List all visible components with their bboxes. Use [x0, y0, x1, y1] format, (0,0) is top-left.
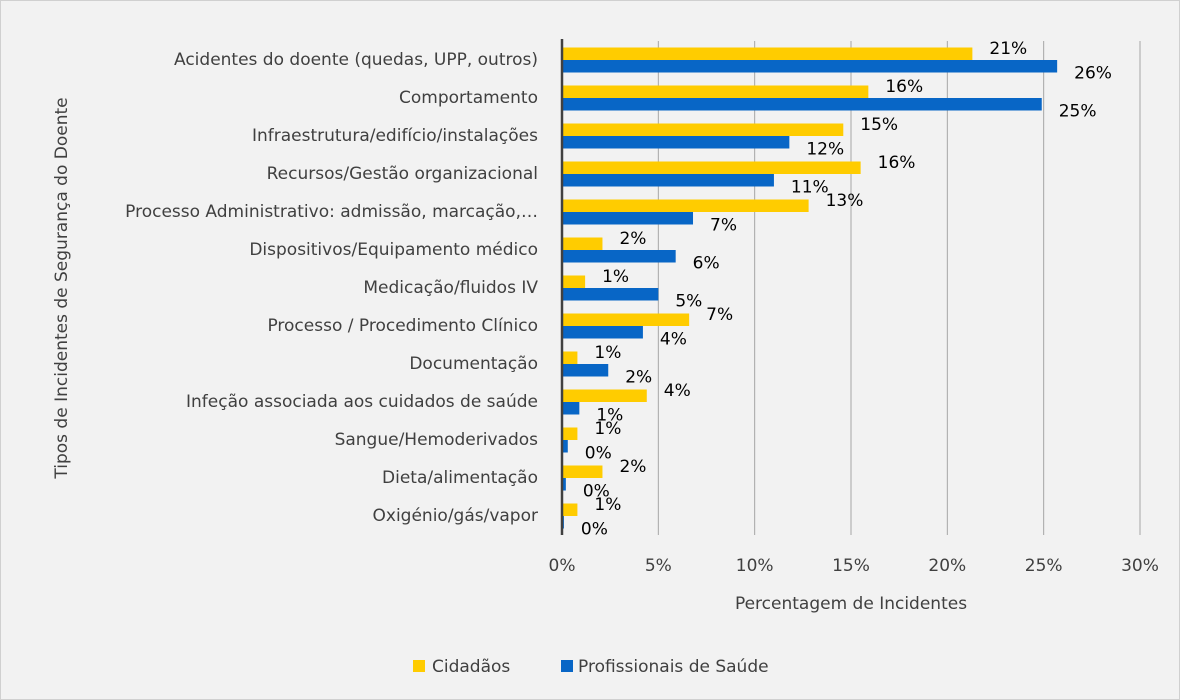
data-label: 0% [585, 443, 612, 463]
data-label: 1% [594, 419, 621, 439]
data-label: 25% [1059, 101, 1097, 121]
y-tick-label: Recursos/Gestão organizacional [267, 164, 538, 184]
data-label: 21% [989, 39, 1027, 59]
y-tick-label: Comportamento [399, 88, 538, 108]
data-label: 1% [596, 405, 623, 425]
data-label: 16% [885, 77, 923, 97]
bar [562, 503, 578, 516]
bar [562, 402, 580, 415]
data-label: 6% [693, 253, 720, 273]
y-tick-label: Oxigénio/gás/vapor [373, 506, 539, 526]
bar [562, 326, 643, 339]
x-tick-label: 0% [549, 556, 576, 576]
bar [562, 288, 659, 301]
data-label: 1% [594, 495, 621, 515]
data-label: 5% [675, 291, 702, 311]
data-label: 15% [860, 115, 898, 135]
data-label: 26% [1074, 63, 1112, 83]
bar [562, 313, 690, 326]
bar [562, 98, 1042, 111]
legend-label: Profissionais de Saúde [578, 657, 769, 677]
y-tick-label: Processo / Procedimento Clínico [267, 316, 538, 336]
y-tick-label: Documentação [409, 354, 538, 374]
x-axis-title: Percentagem de Incidentes [735, 594, 967, 614]
x-tick-label: 15% [832, 556, 870, 576]
bar [562, 60, 1058, 73]
y-tick-label: Dieta/alimentação [382, 468, 538, 488]
data-label: 11% [791, 177, 829, 197]
bar [562, 465, 603, 478]
data-label: 1% [602, 267, 629, 287]
bar [562, 136, 790, 149]
bar [562, 174, 774, 187]
data-label: 0% [583, 481, 610, 501]
y-tick-label: Infeção associada aos cuidados de saúde [186, 392, 538, 412]
y-tick-label: Infraestrutura/edifício/instalações [252, 126, 538, 146]
legend-swatch [561, 660, 573, 672]
bar [562, 85, 869, 98]
x-tick-label: 25% [1025, 556, 1063, 576]
data-label: 4% [660, 329, 687, 349]
y-tick-label: Sangue/Hemoderivados [335, 430, 539, 450]
bar [562, 351, 578, 364]
bar [562, 47, 973, 60]
bar [562, 364, 609, 377]
data-label: 4% [664, 381, 691, 401]
data-label: 7% [710, 215, 737, 235]
y-tick-label: Medicação/fluidos IV [363, 278, 538, 298]
y-tick-label: Dispositivos/Equipamento médico [249, 240, 538, 260]
data-label: 13% [826, 191, 864, 211]
data-label: 2% [625, 367, 652, 387]
bar [562, 161, 861, 174]
bar [562, 123, 844, 136]
data-label: 16% [878, 153, 916, 173]
data-label: 2% [619, 457, 646, 477]
x-tick-label: 10% [736, 556, 774, 576]
bar [562, 440, 568, 453]
bar [562, 427, 578, 440]
legend-label: Cidadãos [432, 657, 510, 677]
x-tick-label: 20% [928, 556, 966, 576]
y-axis-title: Tipos de Incidentes de Segurança do Doen… [52, 97, 72, 479]
data-label: 2% [619, 229, 646, 249]
bar [562, 199, 809, 212]
data-label: 7% [706, 305, 733, 325]
y-tick-label: Processo Administrativo: admissão, marca… [125, 202, 538, 222]
data-label: 12% [806, 139, 844, 159]
bar [562, 212, 694, 225]
y-tick-label: Acidentes do doente (quedas, UPP, outros… [174, 50, 538, 70]
bar [562, 275, 586, 288]
x-tick-label: 30% [1121, 556, 1159, 576]
data-label: 0% [581, 519, 608, 539]
bar [562, 237, 603, 250]
legend-swatch [413, 660, 425, 672]
x-tick-label: 5% [645, 556, 672, 576]
data-label: 1% [594, 343, 621, 363]
bar [562, 389, 647, 402]
bar [562, 478, 566, 491]
bar [562, 250, 676, 263]
